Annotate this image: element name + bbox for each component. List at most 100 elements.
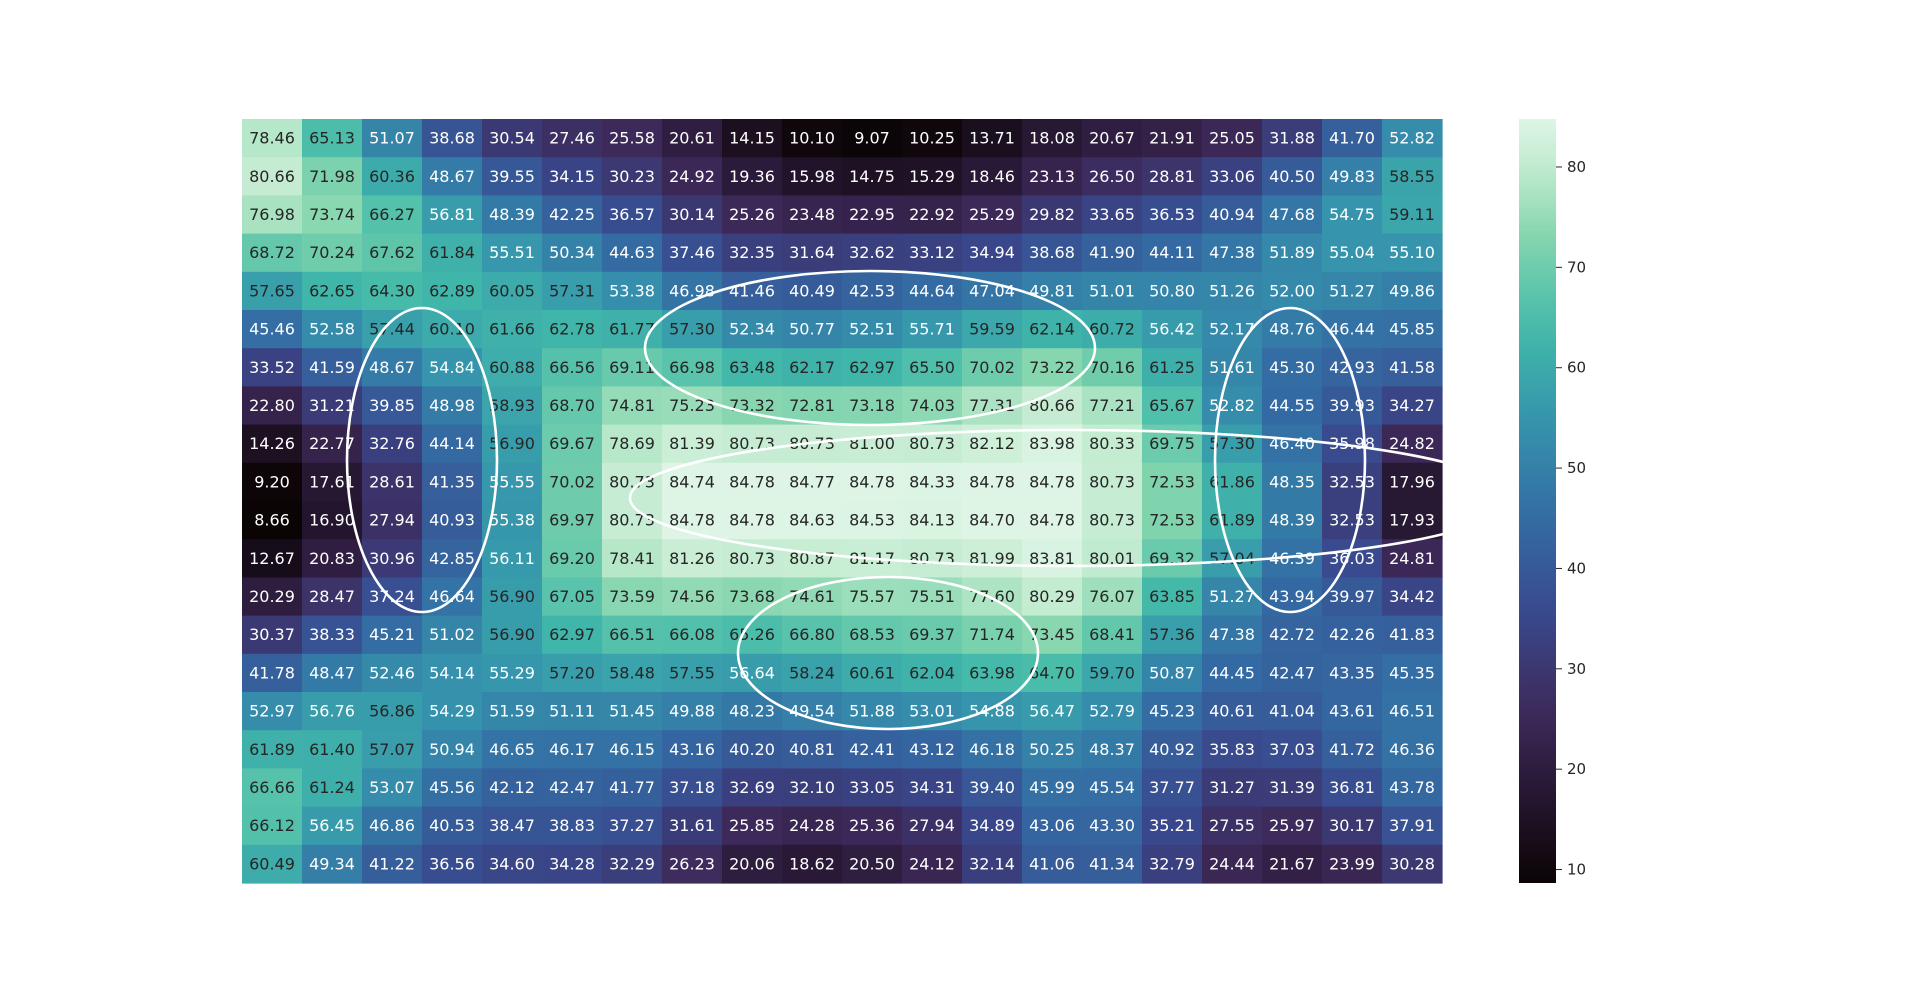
heatmap-cell (1262, 730, 1323, 769)
cell-value-label: 25.97 (1269, 816, 1315, 835)
cell-value-label: 83.81 (1029, 549, 1075, 568)
cell-value-label: 56.76 (309, 702, 355, 721)
heatmap-cell (1382, 768, 1443, 808)
cell-value-label: 41.59 (309, 358, 355, 377)
cell-value-label: 32.29 (609, 854, 655, 873)
heatmap-cell (1202, 424, 1263, 464)
heatmap-cell (962, 119, 1023, 158)
colorbar-tick-label: 70 (1567, 258, 1586, 276)
heatmap-cell (722, 157, 783, 196)
cell-value-label: 42.41 (849, 740, 895, 759)
heatmap-cell (1262, 233, 1323, 273)
cell-value-label: 32.10 (789, 778, 835, 797)
cell-value-label: 62.14 (1029, 320, 1075, 339)
cell-value-label: 39.97 (1329, 587, 1375, 606)
cell-value-label: 48.76 (1269, 320, 1315, 339)
heatmap-cell (1382, 310, 1443, 349)
heatmap-cell (842, 577, 903, 617)
heatmap-cell (782, 233, 843, 273)
cell-value-label: 80.33 (1089, 434, 1135, 453)
cell-value-label: 59.70 (1089, 663, 1135, 682)
cell-value-label: 30.14 (669, 205, 715, 224)
cell-value-label: 40.20 (729, 740, 775, 759)
cell-value-label: 31.64 (789, 243, 835, 262)
cell-value-label: 41.83 (1389, 625, 1435, 644)
heatmap-cell (602, 195, 663, 235)
cell-value-label: 80.01 (1089, 549, 1135, 568)
heatmap-cell (242, 386, 303, 426)
cell-value-label: 27.46 (549, 129, 595, 148)
cell-value-label: 80.73 (1089, 511, 1135, 530)
heatmap-cell (722, 195, 783, 235)
cell-value-label: 31.39 (1269, 778, 1315, 797)
heatmap-cell (722, 692, 783, 731)
heatmap-cell (1322, 348, 1383, 387)
cell-value-label: 48.37 (1089, 740, 1135, 759)
heatmap-cell (1262, 501, 1323, 540)
heatmap-cell (362, 806, 423, 846)
cell-value-label: 43.94 (1269, 587, 1315, 606)
cell-value-label: 43.35 (1329, 663, 1375, 682)
heatmap-cell (1022, 806, 1083, 846)
heatmap-cell (962, 653, 1023, 693)
heatmap-cell (602, 424, 663, 464)
heatmap-cell (722, 462, 783, 502)
heatmap-cell (302, 348, 363, 387)
heatmap-cell (1022, 157, 1083, 196)
cell-value-label: 72.53 (1149, 511, 1195, 530)
cell-value-label: 46.39 (1269, 549, 1315, 568)
cell-value-label: 65.67 (1149, 396, 1195, 415)
heatmap-cell (662, 539, 723, 578)
cell-value-label: 45.85 (1389, 320, 1435, 339)
heatmap-cell (1322, 462, 1383, 502)
cell-value-label: 56.81 (429, 205, 475, 224)
heatmap-cell (1022, 462, 1083, 502)
cell-value-label: 24.12 (909, 854, 955, 873)
heatmap-cell (1202, 157, 1263, 196)
cell-value-label: 40.61 (1209, 702, 1255, 721)
cell-value-label: 80.73 (729, 549, 775, 568)
heatmap-cell (542, 577, 603, 617)
cell-value-label: 56.90 (489, 625, 535, 644)
heatmap-cell (962, 157, 1023, 196)
cell-value-label: 62.78 (549, 320, 595, 339)
cell-value-label: 20.06 (729, 854, 775, 873)
cell-value-label: 18.08 (1029, 129, 1075, 148)
heatmap-cell (1082, 692, 1143, 731)
heatmap-cell (1142, 577, 1203, 617)
heatmap-cell (602, 806, 663, 846)
cell-value-label: 22.77 (309, 434, 355, 453)
heatmap-cell (362, 348, 423, 387)
heatmap-cell (242, 844, 303, 884)
heatmap-cell (1142, 348, 1203, 387)
heatmap-cell (842, 310, 903, 349)
heatmap-cell (242, 233, 303, 273)
heatmap-cell (482, 844, 543, 884)
heatmap-cell (542, 844, 603, 884)
cell-value-label: 48.98 (429, 396, 475, 415)
cell-value-label: 37.91 (1389, 816, 1435, 835)
heatmap-cell (482, 271, 543, 311)
heatmap-cell (542, 539, 603, 578)
colorbar-tick-label: 60 (1567, 359, 1586, 377)
heatmap-cell (1382, 386, 1443, 426)
heatmap-cell (1262, 271, 1323, 311)
cell-value-label: 52.00 (1269, 281, 1315, 300)
cell-value-label: 57.31 (549, 281, 595, 300)
heatmap-cell (242, 539, 303, 578)
heatmap-cell (1142, 310, 1203, 349)
cell-value-label: 30.54 (489, 129, 535, 148)
heatmap-cell (542, 653, 603, 693)
heatmap-cell (842, 501, 903, 540)
cell-value-label: 25.85 (729, 816, 775, 835)
heatmap-cell (482, 615, 543, 655)
heatmap-cell (902, 271, 963, 311)
cell-value-label: 62.17 (789, 358, 835, 377)
cell-value-label: 48.23 (729, 702, 775, 721)
cell-value-label: 80.73 (909, 549, 955, 568)
cell-value-label: 40.94 (1209, 205, 1255, 224)
cell-value-label: 38.83 (549, 816, 595, 835)
heatmap-cell (1322, 692, 1383, 731)
cell-value-label: 34.94 (969, 243, 1015, 262)
